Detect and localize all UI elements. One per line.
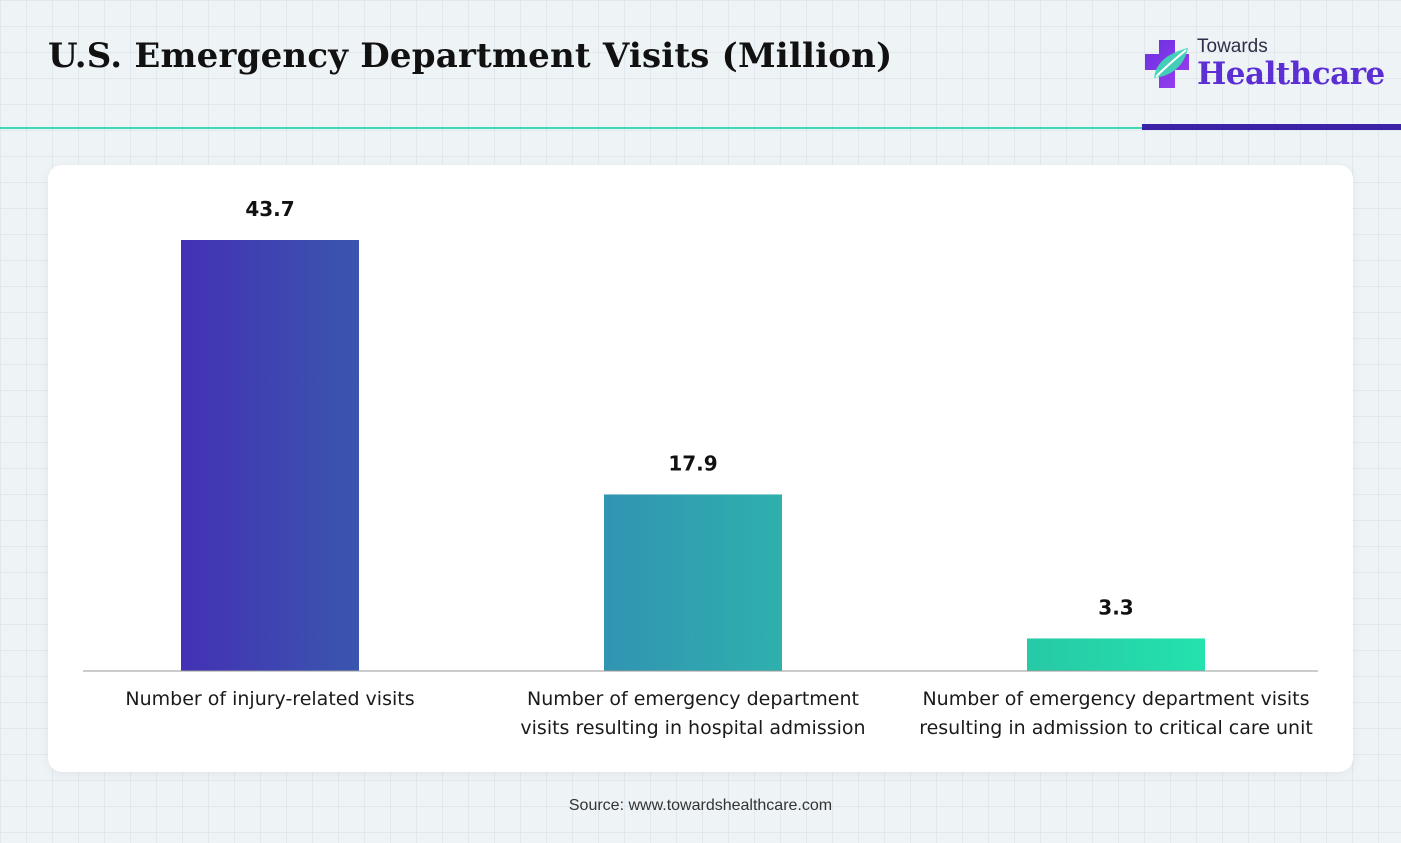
category-label-1-line-1: Number of injury-related visits <box>125 688 414 710</box>
category-label-3-line-2: resulting in admission to critical care … <box>919 717 1313 739</box>
chart-card: 43.7 Number of injury-related visits 17.9 N… <box>48 165 1353 772</box>
bar-value-label-2: 17.9 <box>668 451 717 475</box>
header-divider-purple <box>1142 124 1401 130</box>
brand-name-small: Towards <box>1197 36 1268 57</box>
category-label-2-line-1: Number of emergency department <box>527 688 859 710</box>
bar-value-label-3: 3.3 <box>1098 595 1133 619</box>
bar-2 <box>604 494 782 671</box>
bar-3 <box>1027 638 1205 671</box>
source-note: Source: www.towardshealthcare.com <box>568 797 833 814</box>
category-label-2-line-2: visits resulting in hospital admission <box>520 717 865 739</box>
header-divider-teal <box>0 127 1142 129</box>
category-label-3-line-1: Number of emergency department visits <box>922 688 1309 710</box>
bar-value-label-1: 43.7 <box>245 197 294 221</box>
brand-logo[interactable]: Towards Healthcare <box>1142 34 1385 94</box>
medical-cross-leaf-icon <box>1145 40 1189 88</box>
page-title: U.S. Emergency Department Visits (Millio… <box>48 36 893 76</box>
brand-name-big: Healthcare <box>1197 56 1385 92</box>
header: U.S. Emergency Department Visits (Millio… <box>0 0 1401 130</box>
bar-1 <box>181 240 359 671</box>
bar-chart: 43.7 Number of injury-related visits 17.9 N… <box>83 197 1318 739</box>
